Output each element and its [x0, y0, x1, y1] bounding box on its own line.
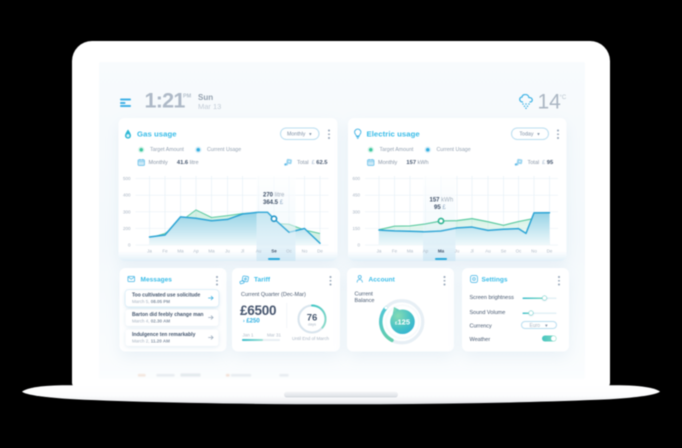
svg-text:days: days [308, 322, 316, 326]
svg-text:£125: £125 [395, 318, 410, 327]
svg-text:76: 76 [307, 312, 318, 323]
